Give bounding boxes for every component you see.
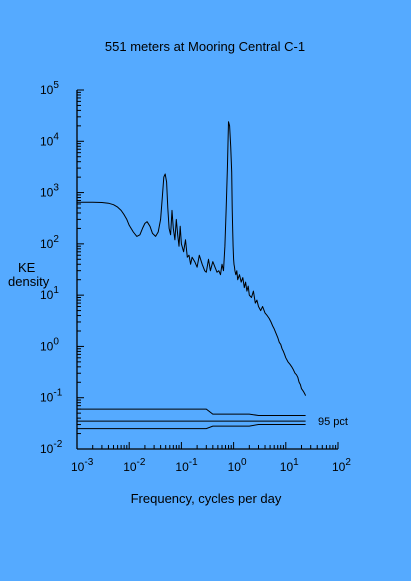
tick-labels: 10-2 10-1 100 101 102 103 104 105 10-3 10-2 10-1 10… — [40, 80, 351, 474]
y-tick-label: 10-2 — [40, 439, 63, 456]
axes — [76, 89, 339, 450]
y-axis-label-line-1: KE — [18, 260, 36, 275]
confidence-line-3 — [77, 424, 306, 430]
confidence-line-1 — [77, 408, 306, 416]
y-tick-label: 104 — [40, 131, 59, 148]
y-tick-label: 100 — [40, 336, 59, 353]
y-tick-label: 102 — [40, 234, 59, 251]
confidence-annotation: 95 pct — [318, 416, 348, 428]
y-tick-label: 103 — [40, 183, 59, 200]
x-tick-label: 100 — [228, 457, 247, 474]
x-tick-label: 102 — [332, 457, 351, 474]
x-tick-label: 10-1 — [175, 457, 198, 474]
y-tick-label: 10-1 — [40, 388, 63, 405]
x-tick-label: 10-3 — [71, 457, 94, 474]
x-tick-label: 101 — [280, 457, 299, 474]
confidence-lines — [77, 408, 306, 430]
spectrum-line — [77, 121, 307, 396]
y-tick-label: 105 — [40, 80, 59, 97]
x-axis-label: Frequency, cycles per day — [131, 491, 282, 506]
chart-title: 551 meters at Mooring Central C-1 — [105, 39, 305, 54]
y-axis-label: KE density — [8, 260, 50, 289]
y-axis-label-line-2: density — [8, 274, 50, 289]
y-tick-label: 101 — [40, 285, 59, 302]
x-tick-label: 10-2 — [123, 457, 146, 474]
